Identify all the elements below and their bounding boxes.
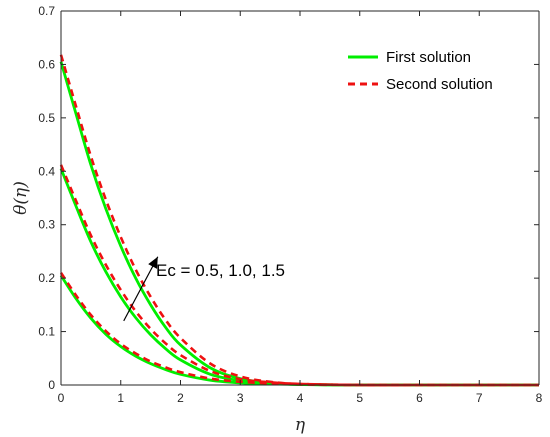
second-solution-line-ec-0-5	[59, 272, 539, 387]
y-tick-label: 0.1	[38, 325, 55, 339]
y-tick-label: 0	[48, 378, 55, 392]
x-tick-label: 4	[297, 391, 304, 405]
x-tick-label: 0	[58, 391, 65, 405]
legend: First solution Second solution	[348, 49, 493, 93]
x-tick-label: 1	[117, 391, 124, 405]
legend-label: Second solution	[386, 76, 493, 93]
ticks-layer: 0 1 2 3 4 5 6 7 8 0 0.1 0.2 0.3 0.4 0.5 0.6 0.7	[38, 4, 542, 405]
y-tick-label: 0.7	[38, 4, 55, 18]
x-tick-label: 7	[476, 391, 483, 405]
plot-area	[61, 11, 539, 385]
y-tick-label: 0.6	[38, 57, 55, 71]
legend-label: First solution	[386, 49, 471, 66]
y-tick-label: 0.3	[38, 218, 55, 232]
x-tick-label: 2	[177, 391, 184, 405]
y-tick-label: 0.2	[38, 271, 55, 285]
annotation-arrowhead	[148, 256, 158, 269]
x-tick-label: 8	[536, 391, 543, 405]
x-tick-label: 6	[416, 391, 423, 405]
annotation-label: Ec = 0.5, 1.0, 1.5	[156, 261, 285, 280]
x-axis-title: η	[295, 415, 306, 435]
annotation-layer: Ec = 0.5, 1.0, 1.5	[123, 256, 285, 322]
x-tick-label: 5	[356, 391, 363, 405]
x-tick-label: 3	[237, 391, 244, 405]
y-tick-label: 0.4	[38, 164, 55, 178]
y-axis-title: θ(η)	[11, 181, 31, 215]
y-tick-label: 0.5	[38, 111, 55, 125]
second-solution-line-ec-1	[59, 164, 539, 387]
plot-background	[61, 11, 539, 385]
annotation-arrow-shaft	[123, 256, 159, 322]
